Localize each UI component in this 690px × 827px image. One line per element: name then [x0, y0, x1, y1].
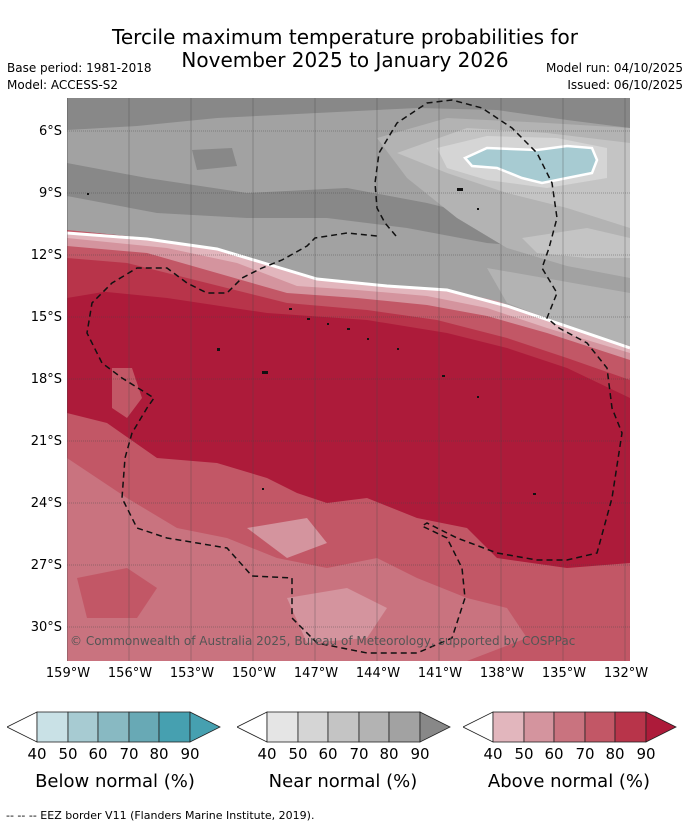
lon-label-132w: 132°W	[603, 666, 649, 681]
tick-70: 70	[349, 745, 369, 763]
tick-50: 50	[288, 745, 308, 763]
tick-70: 70	[575, 745, 595, 763]
tick-40: 40	[27, 745, 47, 763]
probability-map: © Commonwealth of Australia 2025, Bureau…	[67, 98, 630, 661]
lon-label-141w: 141°W	[417, 666, 463, 681]
map-title-line-2: November 2025 to January 2026	[181, 48, 509, 72]
eez-border-note: -- -- -- EEZ border V11 (Flanders Marine…	[6, 809, 315, 822]
map-title-line-1: Tercile maximum temperature probabilitie…	[112, 25, 578, 49]
lat-label-21s: 21°S	[30, 434, 62, 449]
tick-60: 60	[88, 745, 108, 763]
above-normal-colorbar	[463, 711, 677, 743]
lon-label-150w: 150°W	[231, 666, 277, 681]
near-normal-label: Near normal (%)	[268, 771, 418, 792]
tick-50: 50	[514, 745, 534, 763]
model-name: Model: ACCESS-S2	[7, 78, 119, 92]
lon-label-153w: 153°W	[169, 666, 215, 681]
lon-label-159w: 159°W	[45, 666, 91, 681]
tick-80: 80	[149, 745, 169, 763]
issued-date: Issued: 06/10/2025	[567, 78, 683, 92]
below-normal-label: Below normal (%)	[35, 771, 195, 792]
lat-label-30s: 30°S	[30, 620, 62, 635]
tick-90: 90	[636, 745, 656, 763]
base-period: Base period: 1981-2018	[7, 61, 152, 75]
lon-label-144w: 144°W	[355, 666, 401, 681]
lat-label-15s: 15°S	[30, 310, 62, 325]
lat-label-12s: 12°S	[30, 248, 62, 263]
tick-60: 60	[544, 745, 564, 763]
lat-label-9s: 9°S	[38, 186, 62, 201]
lat-label-27s: 27°S	[30, 558, 62, 573]
lat-label-24s: 24°S	[30, 496, 62, 511]
tick-40: 40	[483, 745, 503, 763]
tick-90: 90	[410, 745, 430, 763]
near-normal-colorbar	[237, 711, 451, 743]
tick-40: 40	[257, 745, 277, 763]
tick-90: 90	[180, 745, 200, 763]
tick-70: 70	[119, 745, 139, 763]
tick-80: 80	[605, 745, 625, 763]
lon-label-147w: 147°W	[293, 666, 339, 681]
tick-60: 60	[318, 745, 338, 763]
tick-50: 50	[58, 745, 78, 763]
copyright-notice: © Commonwealth of Australia 2025, Bureau…	[70, 634, 576, 648]
above-normal-label: Above normal (%)	[487, 771, 651, 792]
lon-label-138w: 138°W	[479, 666, 525, 681]
lon-label-135w: 135°W	[541, 666, 587, 681]
lat-label-6s: 6°S	[38, 124, 62, 139]
below-normal-colorbar	[7, 711, 221, 743]
model-run-date: Model run: 04/10/2025	[545, 61, 683, 75]
lon-label-156w: 156°W	[107, 666, 153, 681]
lat-label-18s: 18°S	[30, 372, 62, 387]
tick-80: 80	[379, 745, 399, 763]
